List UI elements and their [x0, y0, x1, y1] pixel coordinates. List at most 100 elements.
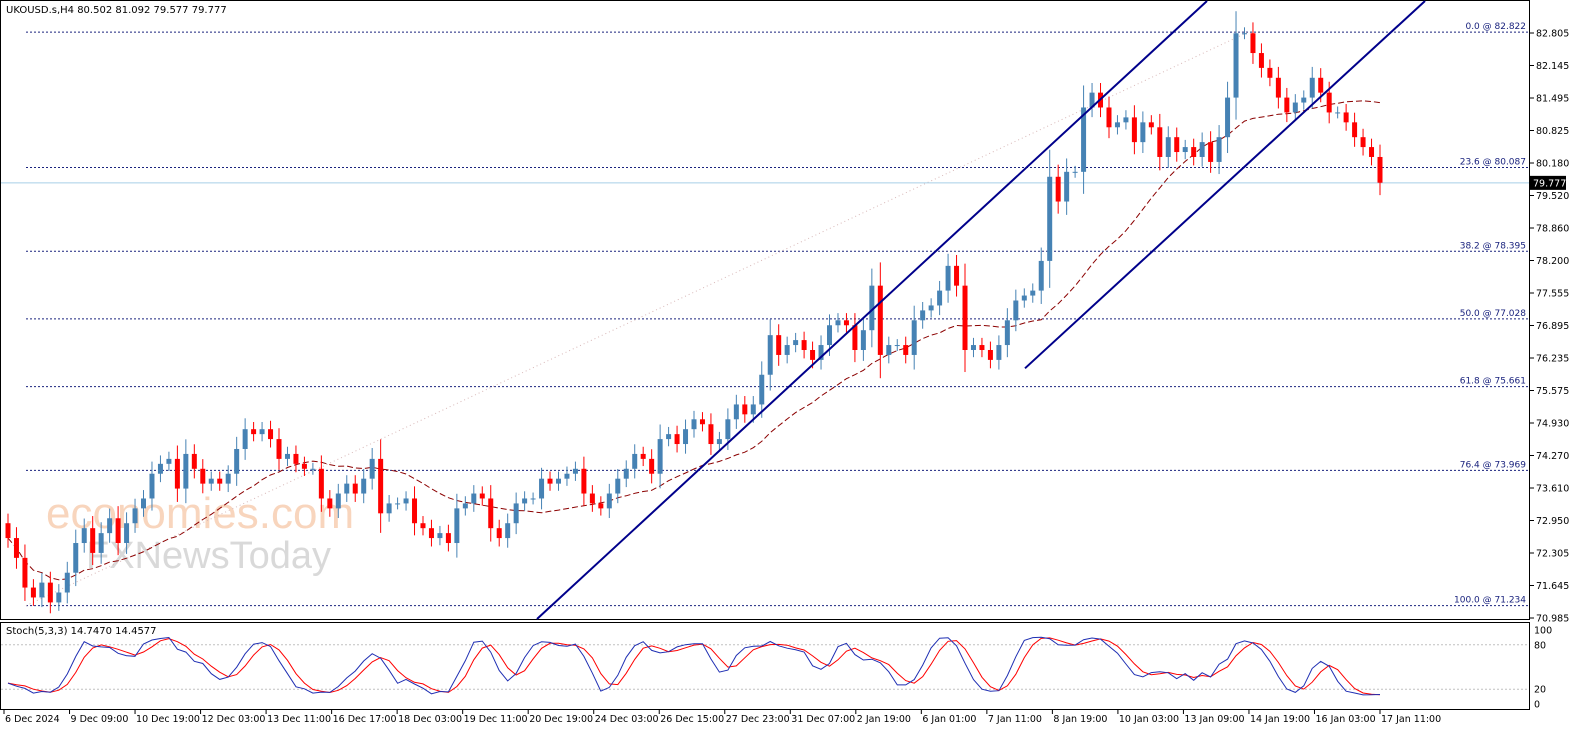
candle-body — [39, 582, 45, 598]
stochastic-frame — [0, 622, 1530, 710]
candle-body — [81, 528, 87, 544]
candle-body — [810, 349, 816, 360]
symbol-header: UKOUSD.s,H4 80.502 81.092 79.577 79.777 — [6, 5, 227, 16]
candle-body — [47, 582, 53, 603]
candle-body — [276, 439, 282, 459]
candle-body — [445, 533, 451, 544]
candle-body — [141, 498, 147, 509]
candle-body — [666, 434, 672, 440]
candle-body — [979, 345, 985, 350]
fib-level-label: 50.0 @ 77.028 — [1460, 309, 1527, 319]
candle-body — [877, 285, 883, 355]
candle-body — [1318, 77, 1324, 93]
price-tick-label: 76.235 — [1536, 354, 1569, 365]
stoch-tick-label: 20 — [1534, 685, 1546, 696]
candle-body — [1352, 122, 1358, 138]
candle-body — [843, 320, 849, 326]
candle-body — [22, 557, 28, 588]
moving-average-line — [7, 100, 1381, 581]
candle-body — [784, 345, 790, 355]
candle-body — [1292, 102, 1298, 113]
candle-body — [1301, 97, 1307, 103]
time-tick-label: 17 Jan 11:00 — [1381, 714, 1441, 725]
candle-body — [937, 290, 943, 306]
candle-body — [530, 498, 536, 500]
stoch-main-line — [7, 636, 1381, 696]
candle-body — [589, 493, 595, 504]
candle-body — [1360, 137, 1366, 148]
candle-body — [318, 468, 324, 499]
candle-body — [894, 345, 900, 347]
candle-body — [1123, 117, 1129, 123]
candle-body — [403, 498, 409, 504]
candle-body — [996, 345, 1002, 360]
candle-body — [369, 458, 375, 479]
candle-body — [852, 325, 858, 350]
time-tick-label: 24 Dec 03:00 — [595, 714, 659, 725]
stoch-tick-label: 80 — [1534, 640, 1546, 651]
price-tick-label: 70.985 — [1536, 614, 1569, 625]
candle-body — [742, 404, 748, 415]
channel-upper-line — [536, 0, 1208, 620]
candle-body — [496, 528, 502, 539]
price-tick-label: 77.555 — [1536, 289, 1569, 300]
candle-body — [945, 265, 951, 291]
candle-body — [191, 453, 197, 469]
candle-body — [437, 533, 443, 539]
candle-body — [327, 498, 333, 509]
candle-body — [522, 498, 528, 504]
candle-body — [1030, 290, 1036, 296]
candle-body — [1199, 142, 1205, 157]
candles — [5, 11, 1383, 614]
candle-body — [657, 439, 663, 474]
candle-body — [674, 434, 680, 445]
candle-body — [284, 453, 290, 459]
candle-body — [598, 503, 604, 509]
candle-body — [1216, 137, 1222, 162]
candle-body — [911, 320, 917, 355]
candle-body — [1089, 92, 1095, 108]
time-tick-label: 14 Jan 19:00 — [1250, 714, 1310, 725]
candle-body — [1165, 137, 1171, 157]
candle-body — [606, 493, 612, 509]
candle-body — [462, 503, 468, 509]
candle-body — [860, 330, 866, 350]
candle-body — [1233, 33, 1239, 98]
candle-body — [1047, 176, 1053, 261]
candle-body — [157, 463, 163, 474]
candle-body — [1013, 300, 1019, 321]
time-tick-label: 9 Dec 09:00 — [71, 714, 129, 725]
price-tick-label: 74.930 — [1536, 419, 1569, 430]
candle-body — [555, 478, 561, 484]
candle-body — [725, 419, 731, 440]
candle-body — [1335, 112, 1341, 114]
fib-level-label: 100.0 @ 71.234 — [1454, 596, 1526, 606]
time-tick-label: 12 Dec 03:00 — [202, 714, 266, 725]
candle-body — [208, 478, 214, 484]
candle-body — [801, 340, 807, 350]
candle-body — [90, 528, 96, 553]
candle-body — [395, 503, 401, 505]
candle-body — [699, 419, 705, 425]
candle-body — [903, 345, 909, 355]
candle-body — [1369, 147, 1375, 157]
price-tick-label: 76.895 — [1536, 321, 1569, 332]
candle-body — [1072, 171, 1078, 173]
candle-body — [251, 429, 257, 435]
candle-body — [615, 478, 621, 494]
candle-body — [73, 543, 79, 573]
time-tick-label: 26 Dec 15:00 — [660, 714, 724, 725]
channel-lower-line — [1024, 0, 1426, 370]
candle-body — [268, 429, 274, 440]
time-tick-label: 20 Dec 19:00 — [529, 714, 593, 725]
candle-body — [1131, 117, 1137, 143]
candle-body — [5, 523, 11, 539]
time-tick-label: 7 Jan 11:00 — [988, 714, 1042, 725]
time-tick-label: 13 Dec 11:00 — [267, 714, 331, 725]
candle-body — [428, 528, 434, 539]
candle-body — [98, 533, 104, 553]
candle-body — [200, 468, 206, 484]
price-tick-label: 82.805 — [1536, 29, 1569, 40]
time-tick-label: 10 Jan 03:00 — [1119, 714, 1179, 725]
candle-body — [920, 310, 926, 321]
